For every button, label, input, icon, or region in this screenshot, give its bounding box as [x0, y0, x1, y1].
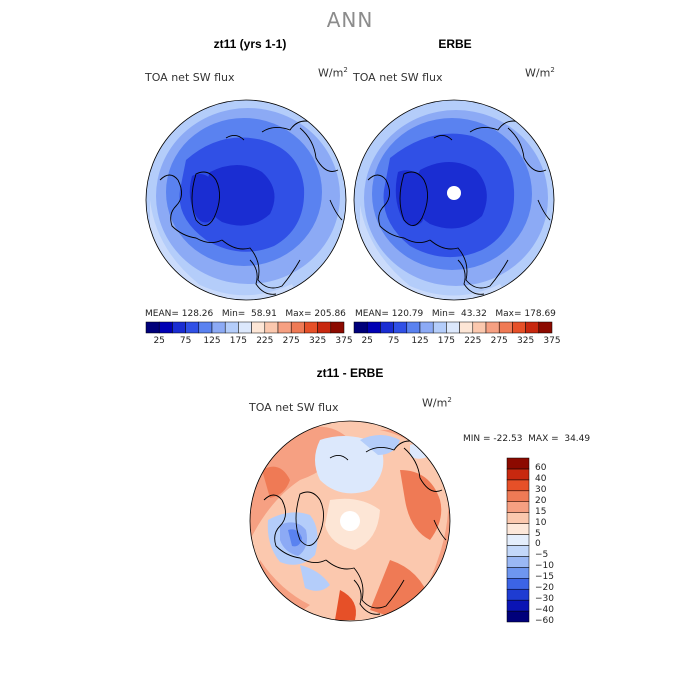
panel-title-model: zt11 (yrs 1-1) [213, 37, 287, 51]
colorbar-tick-label: 125 [411, 336, 429, 346]
colorbar-tick-label: 30 [535, 484, 547, 495]
colorbar-swatch [506, 512, 530, 524]
colorbar-tick-label: 5 [535, 528, 541, 539]
colorbar-tick-label: 15 [535, 506, 547, 517]
panel-title-obs: ERBE [438, 37, 472, 51]
colorbar-tick-label: 20 [535, 495, 547, 506]
colorbar-tick-label: 25 [153, 336, 165, 346]
colorbar-tick-label: −30 [535, 594, 554, 605]
colorbar-swatch [538, 321, 553, 334]
colorbar-swatch [506, 545, 530, 557]
colorbar-obs [353, 321, 553, 334]
colorbar-model [145, 321, 345, 334]
colorbar-swatch [506, 457, 530, 470]
colorbar-tick-label: 375 [543, 336, 561, 346]
map-field-model [146, 100, 346, 300]
colorbar-tick-label: 75 [387, 336, 400, 346]
map-border-obs [353, 99, 555, 301]
page-title: ANN [326, 8, 374, 32]
colorbar-tick-label: 60 [535, 462, 547, 473]
colorbar-tick-label: 75 [179, 336, 192, 346]
colorbar-tick-label: 325 [517, 336, 535, 346]
colorbar-swatch [506, 501, 530, 513]
colorbar-tick-label: −10 [535, 561, 554, 572]
colorbar-tick-label: −60 [535, 616, 554, 626]
coastlines-obs [367, 120, 551, 295]
colorbar-swatch [506, 556, 530, 568]
missing-data-patch-diff [340, 511, 360, 531]
colorbar-tick-label: 275 [490, 336, 508, 346]
colorbar-tick-label: 275 [282, 336, 300, 346]
colorbar-tick-label: −5 [535, 550, 549, 561]
colorbar-tick-label: −40 [535, 605, 554, 616]
colorbar-swatch [506, 468, 530, 481]
colorbar-diff [506, 457, 530, 623]
colorbar-tick-label: 25 [361, 336, 373, 346]
colorbar-swatch [506, 479, 530, 492]
colorbar-tick-label: 325 [309, 336, 327, 346]
colorbar-tick-label: −20 [535, 583, 554, 594]
colorbar-tick-label: 10 [535, 517, 547, 528]
colorbar-tick-label: 40 [535, 473, 547, 484]
panel-units-obs: W/m2 [525, 66, 555, 80]
panel-title-diff: zt11 - ERBE [316, 366, 384, 380]
coastlines-model [159, 120, 343, 295]
colorbar-tick-label: 175 [437, 336, 455, 346]
panel-variable-label-diff: TOA net SW flux [249, 401, 339, 414]
colorbar-swatch [506, 490, 530, 502]
panel-variable-label-model: TOA net SW flux [145, 71, 235, 84]
panel-units-model: W/m2 [318, 66, 348, 80]
colorbar-tick-label: 225 [256, 336, 274, 346]
colorbar-tick-label: 225 [464, 336, 482, 346]
colorbar-swatch [330, 321, 345, 334]
colorbar-swatch [506, 610, 530, 623]
missing-data-patch [447, 186, 461, 200]
colorbar-swatch [506, 599, 530, 612]
colorbar-tick-label: 375 [335, 336, 353, 346]
stats-model: MEAN= 128.26 Min= 58.91 Max= 205.86 [145, 309, 346, 319]
colorbar-swatch [506, 588, 530, 601]
stats-obs: MEAN= 120.79 Min= 43.32 Max= 178.69 [355, 309, 556, 319]
map-border-diff [249, 420, 451, 622]
colorbar-tick-label: 125 [203, 336, 221, 346]
map-border-model [145, 99, 347, 301]
panel-units-diff: W/m2 [422, 396, 452, 410]
colorbar-swatch [506, 523, 530, 535]
coastlines-diff [263, 440, 447, 615]
colorbar-tick-label: 0 [535, 539, 541, 550]
colorbar-swatch [506, 567, 530, 579]
colorbar-swatch [506, 534, 530, 546]
colorbar-tick-label: −15 [535, 572, 554, 583]
colorbar-swatch [506, 578, 530, 590]
panel-variable-label-obs: TOA net SW flux [353, 71, 443, 84]
colorbar-tick-label: 175 [229, 336, 247, 346]
stats-diff: MIN = -22.53 MAX = 34.49 [463, 434, 591, 444]
